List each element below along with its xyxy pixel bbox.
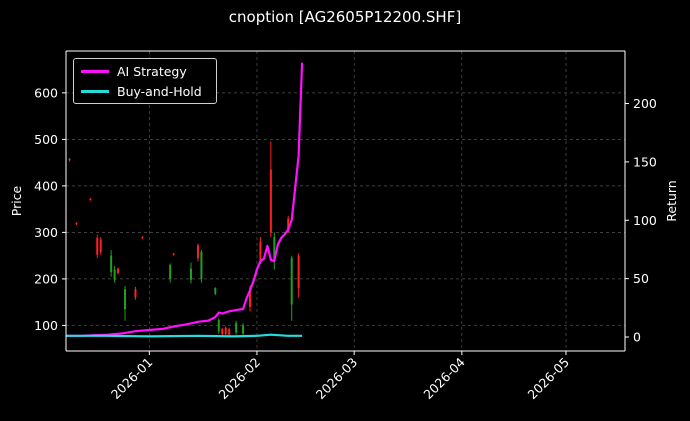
candle-body (113, 269, 116, 280)
candle-body (96, 237, 99, 255)
candle-body (196, 245, 199, 258)
candle-body (169, 264, 172, 279)
candle-body (124, 289, 127, 310)
candle-body (189, 268, 192, 280)
legend-swatch-ai-strategy (81, 69, 109, 73)
candle-body (214, 288, 217, 294)
y-axis-label: Price (9, 185, 24, 216)
x-tick-label: 2026-05 (525, 355, 573, 403)
candle-body (75, 223, 78, 225)
x-tick-label: 2026-01 (108, 355, 156, 403)
candle-body (269, 169, 272, 233)
y2-tick-label: 50 (633, 271, 649, 286)
candle-body (287, 218, 290, 233)
candle-body (117, 268, 120, 273)
y-tick-label: 300 (34, 225, 58, 240)
candle-body (259, 241, 262, 261)
legend-label-buy-and-hold: Buy-and-Hold (117, 83, 202, 99)
candle-body (249, 288, 252, 307)
candle-body (217, 319, 220, 331)
y2-tick-label: 0 (633, 329, 641, 344)
y2-tick-label: 150 (633, 154, 657, 169)
candle-body (110, 255, 113, 272)
series-line-buy-and-hold (66, 333, 303, 338)
y-tick-label: 200 (34, 271, 58, 286)
x-tick-label: 2026-02 (216, 355, 264, 403)
series-line-ai-strategy (66, 62, 304, 337)
candle-body (235, 323, 238, 333)
candle-body (99, 239, 102, 252)
legend-item-ai-strategy: AI Strategy (81, 62, 187, 80)
candle-body (228, 329, 231, 335)
x-tick-label: 2026-04 (420, 354, 468, 402)
legend: AI Strategy Buy-and-Hold (73, 58, 217, 104)
y-tick-label: 100 (34, 318, 58, 333)
candle-body (242, 325, 245, 334)
y-tick-label: 600 (34, 85, 58, 100)
candle-body (68, 158, 71, 161)
x-tick-label: 2026-03 (313, 355, 361, 403)
candle-body (141, 237, 144, 239)
candle-body (200, 251, 203, 279)
candle-body (297, 255, 300, 289)
candle-body (221, 329, 224, 334)
candle-body (172, 253, 175, 255)
y-tick-label: 500 (34, 132, 58, 147)
y2-tick-label: 100 (633, 213, 657, 228)
candle-body (290, 257, 293, 305)
legend-item-buy-and-hold: Buy-and-Hold (81, 82, 202, 100)
candle-body (224, 327, 227, 334)
candle-body (273, 237, 276, 261)
candle-body (134, 289, 137, 298)
chart-title: cnoption [AG2605P12200.SHF] (228, 8, 462, 26)
legend-swatch-buy-and-hold (81, 89, 109, 93)
y2-axis-label: Return (664, 180, 679, 221)
legend-label-ai-strategy: AI Strategy (117, 63, 187, 79)
y-tick-label: 400 (34, 178, 58, 193)
y2-tick-label: 200 (633, 96, 657, 111)
candle-body (89, 198, 92, 200)
